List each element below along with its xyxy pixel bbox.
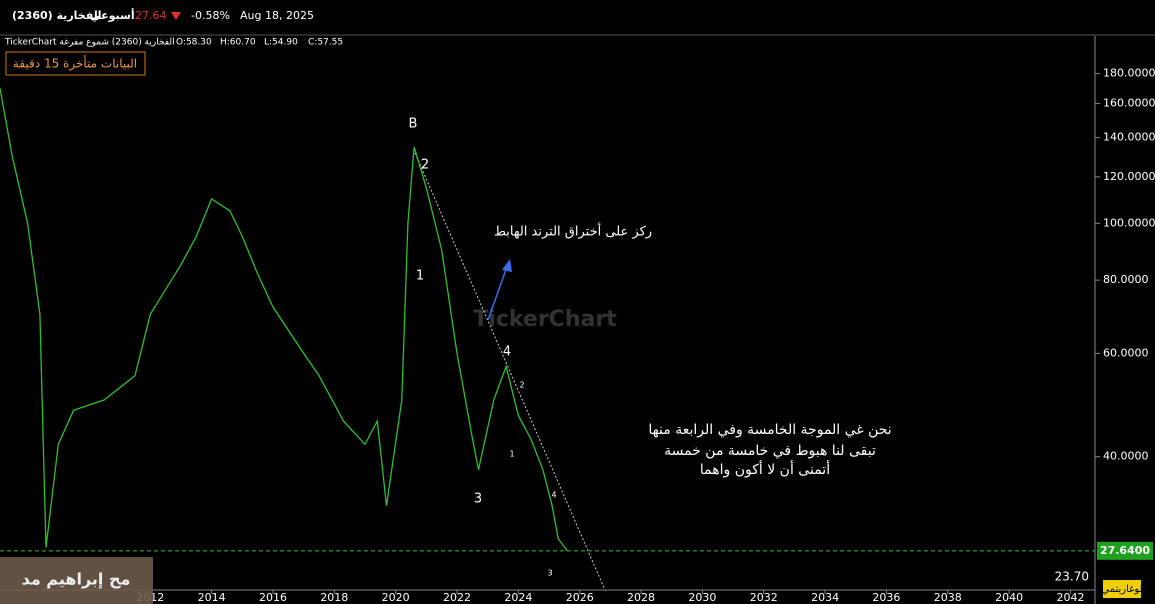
arrow-shaft (487, 263, 509, 321)
trend-line (414, 152, 606, 591)
y-tick-label: 160.0000 (1103, 97, 1155, 110)
delay-box (5, 51, 146, 76)
x-tick-label: 2032 (750, 591, 778, 604)
x-tick-label: 2038 (934, 591, 962, 604)
x-tick-label: 2040 (995, 591, 1023, 604)
last-price-label: 27.6400 (1100, 544, 1150, 557)
x-tick-label: 2020 (382, 591, 410, 604)
sub-wave-label: 1 (509, 450, 514, 459)
info-high: H:60.70 (220, 38, 256, 48)
wave-label: B (409, 117, 418, 132)
wave-label: 4 (503, 345, 511, 360)
x-tick-label: 2022 (443, 591, 471, 604)
annotation: نحن غي الموجة الخامسة وفي الرابعة منها (648, 422, 891, 438)
author-box (0, 557, 153, 604)
info-close: C:57.55 (308, 38, 343, 48)
annotation: ركز على أختراق الترند الهابط (494, 223, 652, 240)
y-tick-label: 100.0000 (1103, 216, 1155, 229)
last-price-box (1097, 541, 1153, 560)
x-tick-label: 2016 (259, 591, 287, 604)
axis-min-label: 23.70 (1055, 570, 1089, 584)
scale-mode-box[interactable] (1103, 580, 1141, 598)
info-low: L:54.90 (264, 38, 298, 48)
symbol: الفخارية (2360) (12, 9, 102, 22)
sub-wave-label: 4 (551, 491, 556, 500)
y-tick-label: 180.0000 (1103, 67, 1155, 80)
change: -0.58% (191, 9, 230, 22)
x-tick-label: 2036 (872, 591, 900, 604)
y-tick-label: 140.0000 (1103, 131, 1155, 144)
arrow-head (502, 259, 512, 272)
sub-wave-label: 2 (519, 381, 524, 390)
watermark: TickerChart (473, 307, 617, 332)
period: أسبوعي (90, 8, 135, 22)
y-tick-label: 60.0000 (1103, 346, 1149, 359)
y-tick-label: 80.0000 (1103, 273, 1149, 286)
x-tick-label: 2034 (811, 591, 839, 604)
price: 27.64 (135, 9, 167, 22)
wave-label: 2 (421, 158, 429, 173)
x-tick-label: 2014 (198, 591, 226, 604)
sub-wave-label: 3 (547, 569, 552, 578)
wave-label: 3 (474, 492, 482, 507)
x-tick-label: 2028 (627, 591, 655, 604)
x-tick-label: 2030 (688, 591, 716, 604)
annotation: تبقى لنا هبوط في خامسة من خمسة (664, 443, 876, 459)
info-source: TickerChart الفخارية (2360) شموع مفرغة (4, 38, 175, 48)
delay-notice: البيانات متأخرة 15 دقيقة (13, 55, 137, 72)
y-tick-label: 40.0000 (1103, 450, 1149, 463)
price-line (0, 88, 568, 552)
scale-mode[interactable]: لوغاريتمي (1101, 584, 1142, 595)
x-tick-label: 2018 (320, 591, 348, 604)
author: مح إبراهيم مد (22, 570, 131, 589)
info-open: O:58.30 (176, 38, 212, 48)
down-arrow (171, 12, 181, 20)
x-tick-label: 2026 (566, 591, 594, 604)
x-tick-label: 2024 (504, 591, 532, 604)
date: Aug 18, 2025 (240, 9, 314, 22)
y-tick-label: 120.0000 (1103, 170, 1155, 183)
annotation: أتمنى أن لا أكون واهما (700, 460, 830, 478)
wave-label: 1 (416, 269, 424, 284)
x-tick-label: 2042 (1056, 591, 1084, 604)
